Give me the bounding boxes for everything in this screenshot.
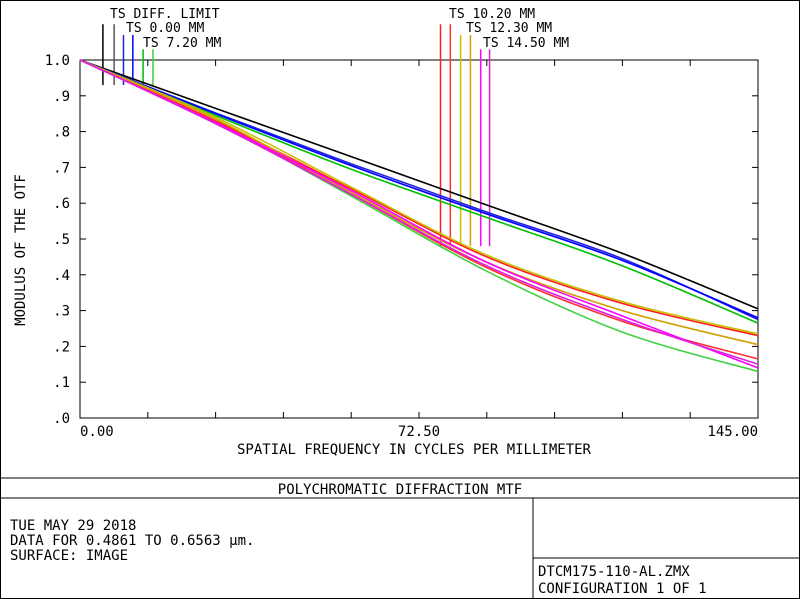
x-tick-label: 0.00 [80, 424, 114, 440]
footer-configuration: CONFIGURATION 1 OF 1 [538, 581, 707, 597]
plot-area: 1.0.9.8.7.6.5.4.3.2.1.0 0.00 72.50 145.00 … [13, 7, 759, 458]
series-line [79, 59, 759, 369]
x-tick-label: 145.00 [707, 424, 758, 440]
y-tick-label: 1.0 [45, 53, 70, 69]
y-tick-label: .8 [53, 125, 70, 141]
x-axis-label: SPATIAL FREQUENCY IN CYCLES PER MILLIMET… [237, 442, 592, 458]
series-group [79, 59, 759, 373]
legend-label-ts-14mm: TS 14.50 MM [483, 36, 569, 51]
footer-data-range: DATA FOR 0.4861 TO 0.6563 µm. [10, 533, 254, 549]
x-tick-label: 72.50 [398, 424, 440, 440]
legend-label-ts-10mm: TS 10.20 MM [449, 7, 535, 22]
series-line [79, 59, 759, 366]
y-tick-label: .4 [53, 268, 70, 284]
y-tick-label: .7 [53, 160, 70, 176]
series-line [79, 59, 759, 310]
y-tick-label: .9 [53, 89, 70, 105]
series-line [79, 59, 759, 346]
y-tick-label: .1 [53, 375, 70, 391]
footer-panel: POLYCHROMATIC DIFFRACTION MTF TUE MAY 29… [0, 477, 800, 599]
footer-filename: DTCM175-110-AL.ZMX [538, 564, 690, 580]
series-line [79, 59, 759, 319]
legend-leader-lines [102, 24, 491, 247]
y-axis-label: MODULUS OF THE OTF [13, 174, 29, 326]
y-tick-label: .2 [53, 339, 70, 355]
legend-label-diff-limit: TS DIFF. LIMIT [110, 7, 220, 22]
footer-surface: SURFACE: IMAGE [10, 548, 128, 564]
y-axis: 1.0 .9 .8 .7 .6 .5 .4 .3 .2 .1 .0 [45, 53, 758, 427]
footer-title: POLYCHROMATIC DIFFRACTION MTF [278, 482, 522, 498]
legend-label-ts-12mm: TS 12.30 MM [466, 21, 552, 36]
y-tick-label: .0 [53, 411, 70, 427]
series-line [79, 59, 759, 335]
x-axis: 0.00 72.50 145.00 [79, 60, 759, 440]
footer-date: TUE MAY 29 2018 [10, 518, 136, 534]
series-line [79, 59, 759, 360]
y-tick-label: .3 [53, 304, 70, 320]
y-tick-label: .5 [53, 232, 70, 248]
legend-label-ts-0mm: TS 0.00 MM [126, 21, 204, 36]
y-tick-label: .6 [53, 196, 70, 212]
plot-border [79, 59, 759, 419]
legend-label-ts-7mm: TS 7.20 MM [143, 36, 221, 51]
